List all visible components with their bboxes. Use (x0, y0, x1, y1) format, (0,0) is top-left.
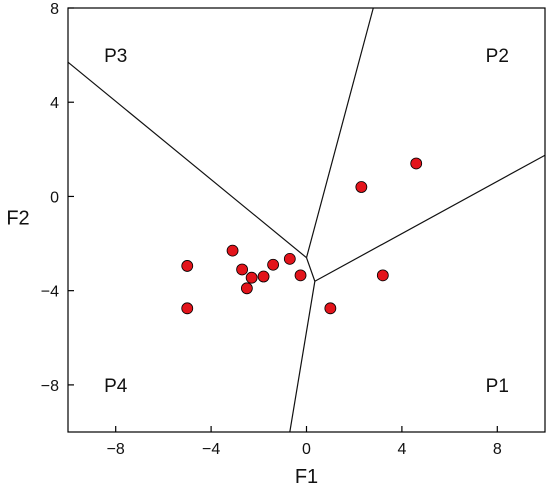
data-point (236, 263, 249, 276)
plot-frame (67, 7, 546, 433)
data-point (283, 252, 296, 265)
data-point (294, 269, 307, 282)
region-label-p1: P1 (486, 376, 509, 397)
data-point (376, 269, 389, 282)
x-axis-ticks: −8 −4 0 4 8 (107, 426, 502, 458)
data-point (355, 181, 368, 193)
data-point (267, 258, 280, 271)
region-label-p2: P2 (486, 46, 509, 67)
y-tick-label: 0 (50, 189, 59, 206)
y-tick-label: −8 (41, 378, 59, 395)
boundary-line-4 (314, 154, 546, 282)
boundary-line-5 (289, 281, 316, 433)
data-point (240, 282, 253, 295)
data-point (257, 270, 270, 283)
x-tick-label: 4 (397, 441, 406, 458)
data-point (226, 244, 239, 257)
boundary-line-1 (67, 61, 307, 259)
data-point (410, 157, 423, 170)
y-axis-ticks: 8 4 0 −4 −8 (41, 1, 74, 395)
y-axis-title: F2 (6, 208, 29, 230)
region-labels: P3 P2 P4 P1 (104, 46, 509, 397)
data-point (181, 302, 194, 315)
y-tick-label: 8 (50, 1, 59, 18)
data-point (245, 271, 258, 284)
y-tick-label: −4 (41, 284, 59, 301)
y-tick-label: 4 (50, 95, 59, 112)
x-axis-title: F1 (295, 466, 318, 488)
boundary-lines (67, 7, 546, 433)
boundary-line-3 (305, 257, 316, 282)
x-tick-label: −8 (107, 441, 125, 458)
data-point (324, 302, 337, 315)
region-label-p4: P4 (104, 376, 128, 397)
x-tick-label: −4 (202, 441, 220, 458)
x-tick-label: 0 (302, 441, 311, 458)
region-label-p3: P3 (104, 46, 127, 67)
x-tick-label: 8 (493, 441, 502, 458)
data-points (181, 157, 423, 315)
boundary-line-2 (305, 7, 374, 258)
data-point (181, 260, 194, 272)
